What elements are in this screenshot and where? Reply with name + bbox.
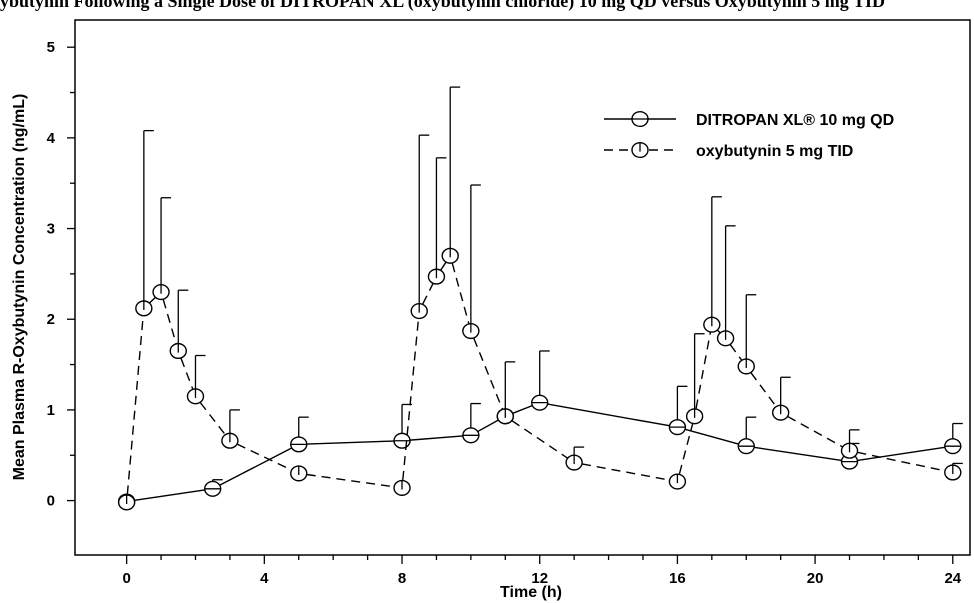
data-point-marker — [685, 408, 704, 425]
data-point-marker — [840, 442, 859, 459]
series-line-segment — [787, 415, 843, 448]
data-point-marker — [393, 479, 411, 496]
data-point-marker — [135, 300, 153, 317]
x-tick-label: 20 — [807, 570, 824, 587]
data-point-marker — [290, 465, 308, 482]
series-line-segment — [750, 372, 777, 407]
series-line-segment — [857, 451, 946, 472]
data-point-marker — [203, 480, 222, 497]
data-point-marker — [737, 438, 755, 455]
data-point-marker — [565, 454, 583, 471]
data-point-marker — [668, 419, 687, 436]
data-point-marker — [186, 388, 205, 405]
x-tick-label: 12 — [531, 570, 548, 587]
data-point-marker — [668, 473, 687, 490]
series-line-segment — [422, 283, 434, 305]
series-line-segment — [512, 404, 533, 414]
series-line-segment — [306, 440, 395, 445]
data-point-marker — [410, 303, 428, 320]
x-tick-label: 24 — [944, 570, 961, 587]
data-point-marker — [427, 268, 446, 285]
legend-label: DITROPAN XL® 10 mg QD — [696, 112, 894, 129]
data-point-marker — [944, 464, 962, 481]
legend-item: oxybutynin 5 mg TID — [604, 141, 853, 160]
legend: DITROPAN XL® 10 mg QD oxybutynin 5 mg TID — [604, 110, 894, 160]
y-tick-label: 2 — [47, 311, 55, 328]
data-point-marker — [169, 342, 187, 360]
figure-caption-fragment: ybutynin Following a Single Dose of DITR… — [0, 0, 885, 11]
data-point-marker — [716, 330, 735, 347]
x-tick-label: 0 — [122, 570, 130, 587]
series-line-segment — [199, 402, 226, 435]
series-line-segment — [511, 420, 568, 459]
series-line-segment — [678, 423, 694, 474]
series-line-segment — [547, 403, 670, 427]
legend-marker-sample — [631, 110, 649, 128]
data-point-marker — [531, 394, 549, 411]
series-line-segment — [180, 358, 194, 390]
y-axis-title: Mean Plasma R-Oxybutynin Concentration (… — [11, 94, 28, 481]
data-point-marker — [462, 427, 480, 444]
x-tick-label: 4 — [260, 570, 269, 587]
data-point-marker — [152, 283, 170, 301]
series-oxybutynin-tid — [117, 86, 963, 511]
series-line-segment — [581, 463, 670, 481]
series-line-segment — [857, 446, 945, 462]
series-line-segment — [219, 447, 292, 486]
y-tick-label: 0 — [47, 493, 55, 510]
plot-area-frame — [74, 19, 971, 556]
data-point-marker — [221, 432, 239, 449]
series-line-segment — [126, 316, 144, 495]
data-point-marker — [944, 438, 962, 455]
series-line-segment — [162, 299, 177, 344]
series-line-segment — [236, 443, 292, 471]
y-tick-label: 1 — [47, 402, 55, 419]
data-point-marker — [393, 432, 411, 449]
y-tick-label: 3 — [47, 221, 55, 238]
series-line-segment — [409, 435, 463, 441]
data-point-marker — [737, 358, 755, 375]
series-line-segment — [402, 318, 420, 481]
data-point-marker — [441, 247, 459, 264]
series-ditropan-xl — [117, 350, 963, 510]
data-point-marker — [117, 494, 136, 511]
x-tick-label: 8 — [398, 570, 406, 587]
series-line-segment — [306, 473, 395, 488]
series-layer — [117, 86, 963, 511]
series-line-segment — [473, 338, 503, 410]
data-point-marker — [771, 404, 790, 421]
series-line-segment — [134, 489, 205, 502]
series-line-segment — [684, 428, 739, 445]
series-line-segment — [695, 332, 712, 409]
series-line-segment — [149, 297, 156, 304]
legend-item: DITROPAN XL® 10 mg QD — [604, 110, 894, 129]
series-line-segment — [717, 329, 721, 334]
x-tick-label: 16 — [669, 570, 686, 587]
data-point-marker — [290, 436, 308, 453]
series-line-segment — [729, 344, 743, 361]
legend-label: oxybutynin 5 mg TID — [696, 143, 853, 160]
x-axis-title: Time (h) — [500, 584, 562, 601]
data-point-marker — [496, 408, 514, 425]
data-point-marker — [462, 322, 480, 340]
legend-marker-sample — [631, 141, 649, 159]
series-line-segment — [477, 419, 499, 433]
series-line-segment — [440, 262, 447, 271]
y-tick-label: 4 — [47, 130, 56, 147]
data-point-marker — [703, 316, 721, 333]
series-line-segment — [754, 446, 842, 462]
y-tick-label: 5 — [47, 39, 55, 56]
series-line-segment — [451, 263, 470, 324]
